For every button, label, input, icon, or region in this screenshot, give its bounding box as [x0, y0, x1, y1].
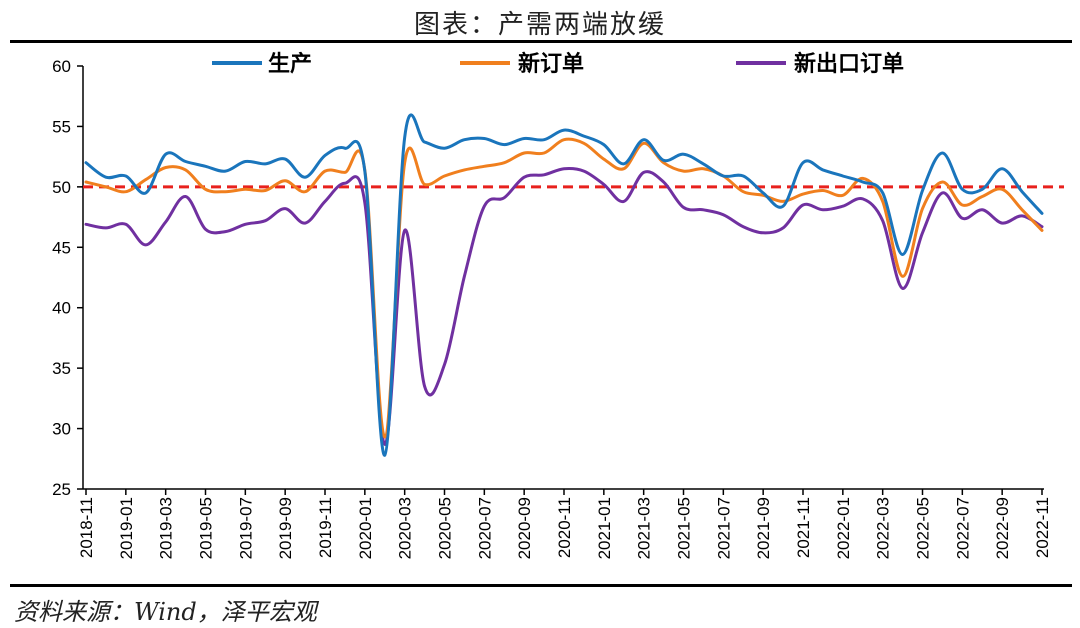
legend: 生产 新订单 新出口订单	[212, 51, 904, 77]
x-tick-label: 2020-01	[356, 497, 375, 559]
x-tick-label: 2019-03	[157, 497, 176, 559]
x-tick-label: 2020-07	[475, 497, 494, 559]
x-tick-label: 2019-07	[236, 497, 255, 559]
x-tick-label: 2021-03	[635, 497, 654, 559]
series-line-2	[84, 137, 1044, 439]
x-tick-label: 2019-09	[276, 497, 295, 559]
x-tick-label: 2020-09	[515, 497, 534, 559]
x-tick-label: 2022-07	[953, 497, 972, 559]
x-tick-label: 2021-01	[595, 497, 614, 559]
y-tick-label: 25	[52, 480, 71, 499]
x-tick-label: 2022-09	[993, 497, 1012, 559]
series-line-3	[84, 166, 1044, 446]
source-note: 资料来源：Wind，泽平宏观	[14, 598, 317, 626]
series-line-1	[84, 113, 1044, 457]
x-tick-label: 2022-03	[874, 497, 893, 559]
x-tick-label: 2020-05	[436, 497, 455, 559]
bottom-rule	[10, 584, 1072, 587]
legend-label: 生产	[268, 52, 312, 77]
legend-label: 新订单	[518, 51, 584, 77]
x-tick-label: 2021-05	[675, 497, 694, 559]
y-axis: 25 30 35 40 45 50 55 60	[52, 57, 84, 499]
x-tick-label: 2022-01	[834, 497, 853, 559]
x-tick-label: 2020-03	[396, 497, 415, 559]
x-tick-label: 2020-11	[555, 497, 574, 558]
x-tick-label: 2019-11	[316, 497, 335, 558]
x-tick-label: 2019-05	[197, 497, 216, 559]
y-tick-label: 40	[52, 299, 71, 318]
x-tick-label: 2018-11	[77, 497, 96, 558]
x-tick-label: 2022-11	[1033, 497, 1052, 558]
x-tick-label: 2021-11	[794, 497, 813, 558]
x-tick-label: 2022-05	[914, 497, 933, 559]
chart-title: 图表：产需两端放缓	[413, 10, 666, 40]
y-tick-label: 60	[52, 57, 71, 76]
y-tick-label: 35	[52, 359, 71, 378]
x-tick-label: 2019-01	[117, 497, 136, 559]
series-lines	[84, 113, 1044, 457]
x-tick-label: 2021-07	[714, 497, 733, 559]
y-tick-label: 50	[52, 178, 71, 197]
y-tick-label: 45	[52, 238, 71, 257]
x-axis: 2018-11 2019-01 2019-03 2019-05 2019-07 2019-…	[77, 488, 1052, 559]
top-rule	[10, 40, 1072, 43]
x-tick-label: 2021-09	[754, 497, 773, 559]
y-tick-label: 55	[52, 117, 71, 136]
legend-label: 新出口订单	[794, 51, 904, 77]
y-tick-label: 30	[52, 420, 71, 439]
